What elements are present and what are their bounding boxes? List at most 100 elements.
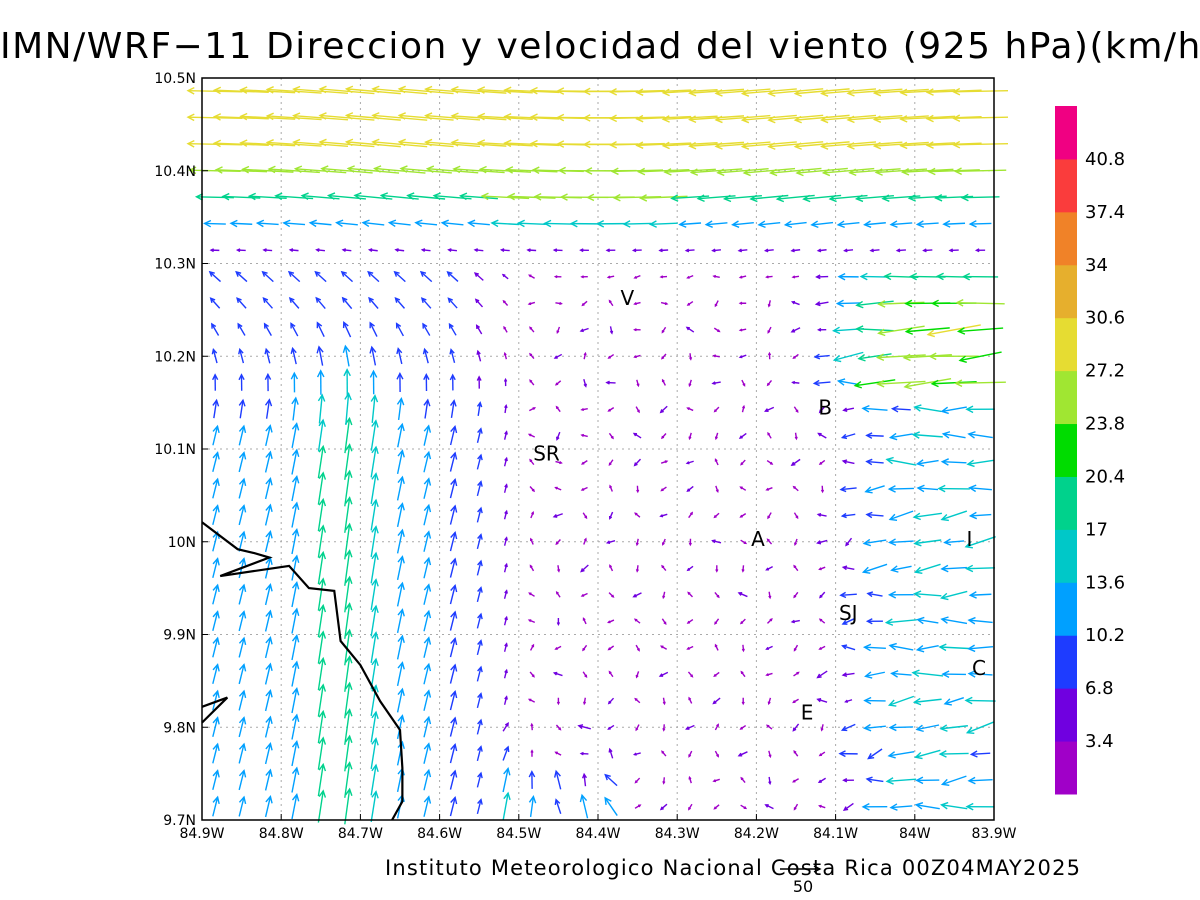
wind-arrow-head [369, 321, 375, 329]
wind-arrow [877, 300, 925, 308]
wind-arrow-head [635, 674, 639, 679]
wind-arrow-head [633, 302, 637, 306]
wind-arrow-head [956, 327, 966, 335]
wind-arrow-head [765, 673, 769, 677]
wind-arrow [396, 502, 405, 528]
wind-arrow [552, 248, 563, 253]
wind-arrow-head [820, 89, 829, 97]
wind-arrow-shaft [291, 423, 298, 448]
wind-arrow-shaft [821, 88, 877, 95]
wind-arrow-shaft [578, 725, 591, 730]
wind-arrow-shaft [425, 141, 481, 148]
wind-arrow [863, 723, 886, 732]
wind-arrow [476, 533, 483, 550]
wind-arrow-head [505, 166, 514, 174]
wind-arrow-head [743, 541, 748, 545]
wind-arrow [556, 326, 561, 335]
wind-arrow-head [688, 141, 697, 150]
wind-arrow-head [533, 193, 542, 201]
wind-arrow-shaft [449, 797, 456, 817]
wind-arrow [887, 485, 914, 493]
wind-arrow [912, 512, 942, 521]
wind-arrow-head [607, 700, 612, 705]
wind-arrow-shaft [917, 644, 939, 651]
wind-arrow-shaft [476, 428, 482, 443]
wind-arrow-head [792, 485, 796, 489]
wind-arrow [757, 220, 781, 229]
wind-arrow-head [345, 469, 353, 479]
wind-arrow-shaft [785, 221, 807, 226]
wind-arrow-head [934, 193, 943, 202]
wind-arrow-head [477, 639, 483, 646]
wind-arrow-head [792, 355, 796, 360]
wind-arrow [867, 748, 883, 760]
wind-arrow-head [581, 772, 588, 779]
wind-arrow [583, 378, 587, 388]
wind-arrow [291, 793, 300, 820]
wind-arrow [792, 778, 799, 783]
wind-arrow-shaft [865, 485, 885, 493]
wind-arrow [580, 592, 588, 597]
wind-arrow-head [767, 142, 776, 150]
wind-arrow-head [477, 506, 483, 514]
wind-arrow [476, 586, 483, 603]
wind-arrow [424, 112, 481, 121]
wind-arrow [287, 270, 301, 283]
wind-arrow [965, 802, 995, 811]
wind-arrow-shaft [953, 116, 1009, 120]
wind-arrow-shaft [425, 88, 481, 95]
station-label: C [972, 656, 986, 680]
wind-arrow [741, 644, 745, 653]
wind-arrow-shaft [814, 381, 831, 385]
wind-arrow [282, 219, 306, 228]
wind-arrow-shaft [480, 168, 532, 173]
wind-arrow-shaft [476, 640, 482, 656]
wind-arrow-shaft [396, 688, 404, 713]
wind-arrow [731, 220, 754, 228]
wind-arrow [790, 619, 800, 624]
wind-arrow [238, 504, 247, 526]
wind-arrow-head [610, 435, 614, 440]
wind-arrow-head [696, 194, 705, 203]
wind-arrow-shaft [768, 88, 824, 95]
wind-arrow-head [967, 644, 976, 653]
wind-arrow-shaft [864, 222, 886, 226]
wind-arrow-head [740, 776, 744, 781]
wind-arrow [769, 167, 822, 177]
wind-arrow-shaft [367, 271, 380, 283]
wind-arrow-head [913, 566, 923, 575]
wind-arrow-shaft [291, 476, 298, 502]
wind-arrow-head [841, 644, 848, 650]
wind-arrow [516, 219, 546, 228]
colorbar-label: 34 [1085, 255, 1108, 276]
wind-arrow [529, 537, 534, 545]
wind-arrow-shaft [267, 115, 322, 121]
wind-arrow-shaft [842, 645, 856, 651]
wind-arrow-shaft [372, 141, 428, 148]
wind-arrow-head [607, 620, 611, 624]
wind-arrow-shaft [212, 796, 219, 817]
wind-arrow-shaft [449, 479, 456, 499]
wind-arrow [661, 618, 667, 626]
wind-arrow-head [686, 302, 691, 306]
wind-arrow [423, 662, 432, 685]
wind-arrow [837, 272, 859, 281]
wind-arrow [792, 485, 799, 492]
wind-arrow-head [580, 433, 585, 437]
wind-arrow-head [865, 458, 873, 466]
wind-arrow [239, 112, 296, 121]
wind-arrow-head [584, 167, 593, 175]
wind-arrow-head [422, 347, 429, 355]
wind-arrow [634, 777, 641, 784]
wind-arrow [607, 619, 615, 624]
wind-arrow-head [396, 397, 405, 406]
wind-arrow-shaft [691, 168, 743, 174]
wind-arrow [238, 769, 247, 791]
wind-arrow-head [476, 86, 486, 94]
colorbar-label: 17 [1085, 519, 1108, 540]
station-label: B [818, 395, 832, 419]
wind-arrow [872, 88, 929, 97]
wind-arrow-shaft [955, 169, 1007, 172]
wind-arrow [214, 166, 268, 174]
wind-arrow-shaft [865, 671, 885, 677]
